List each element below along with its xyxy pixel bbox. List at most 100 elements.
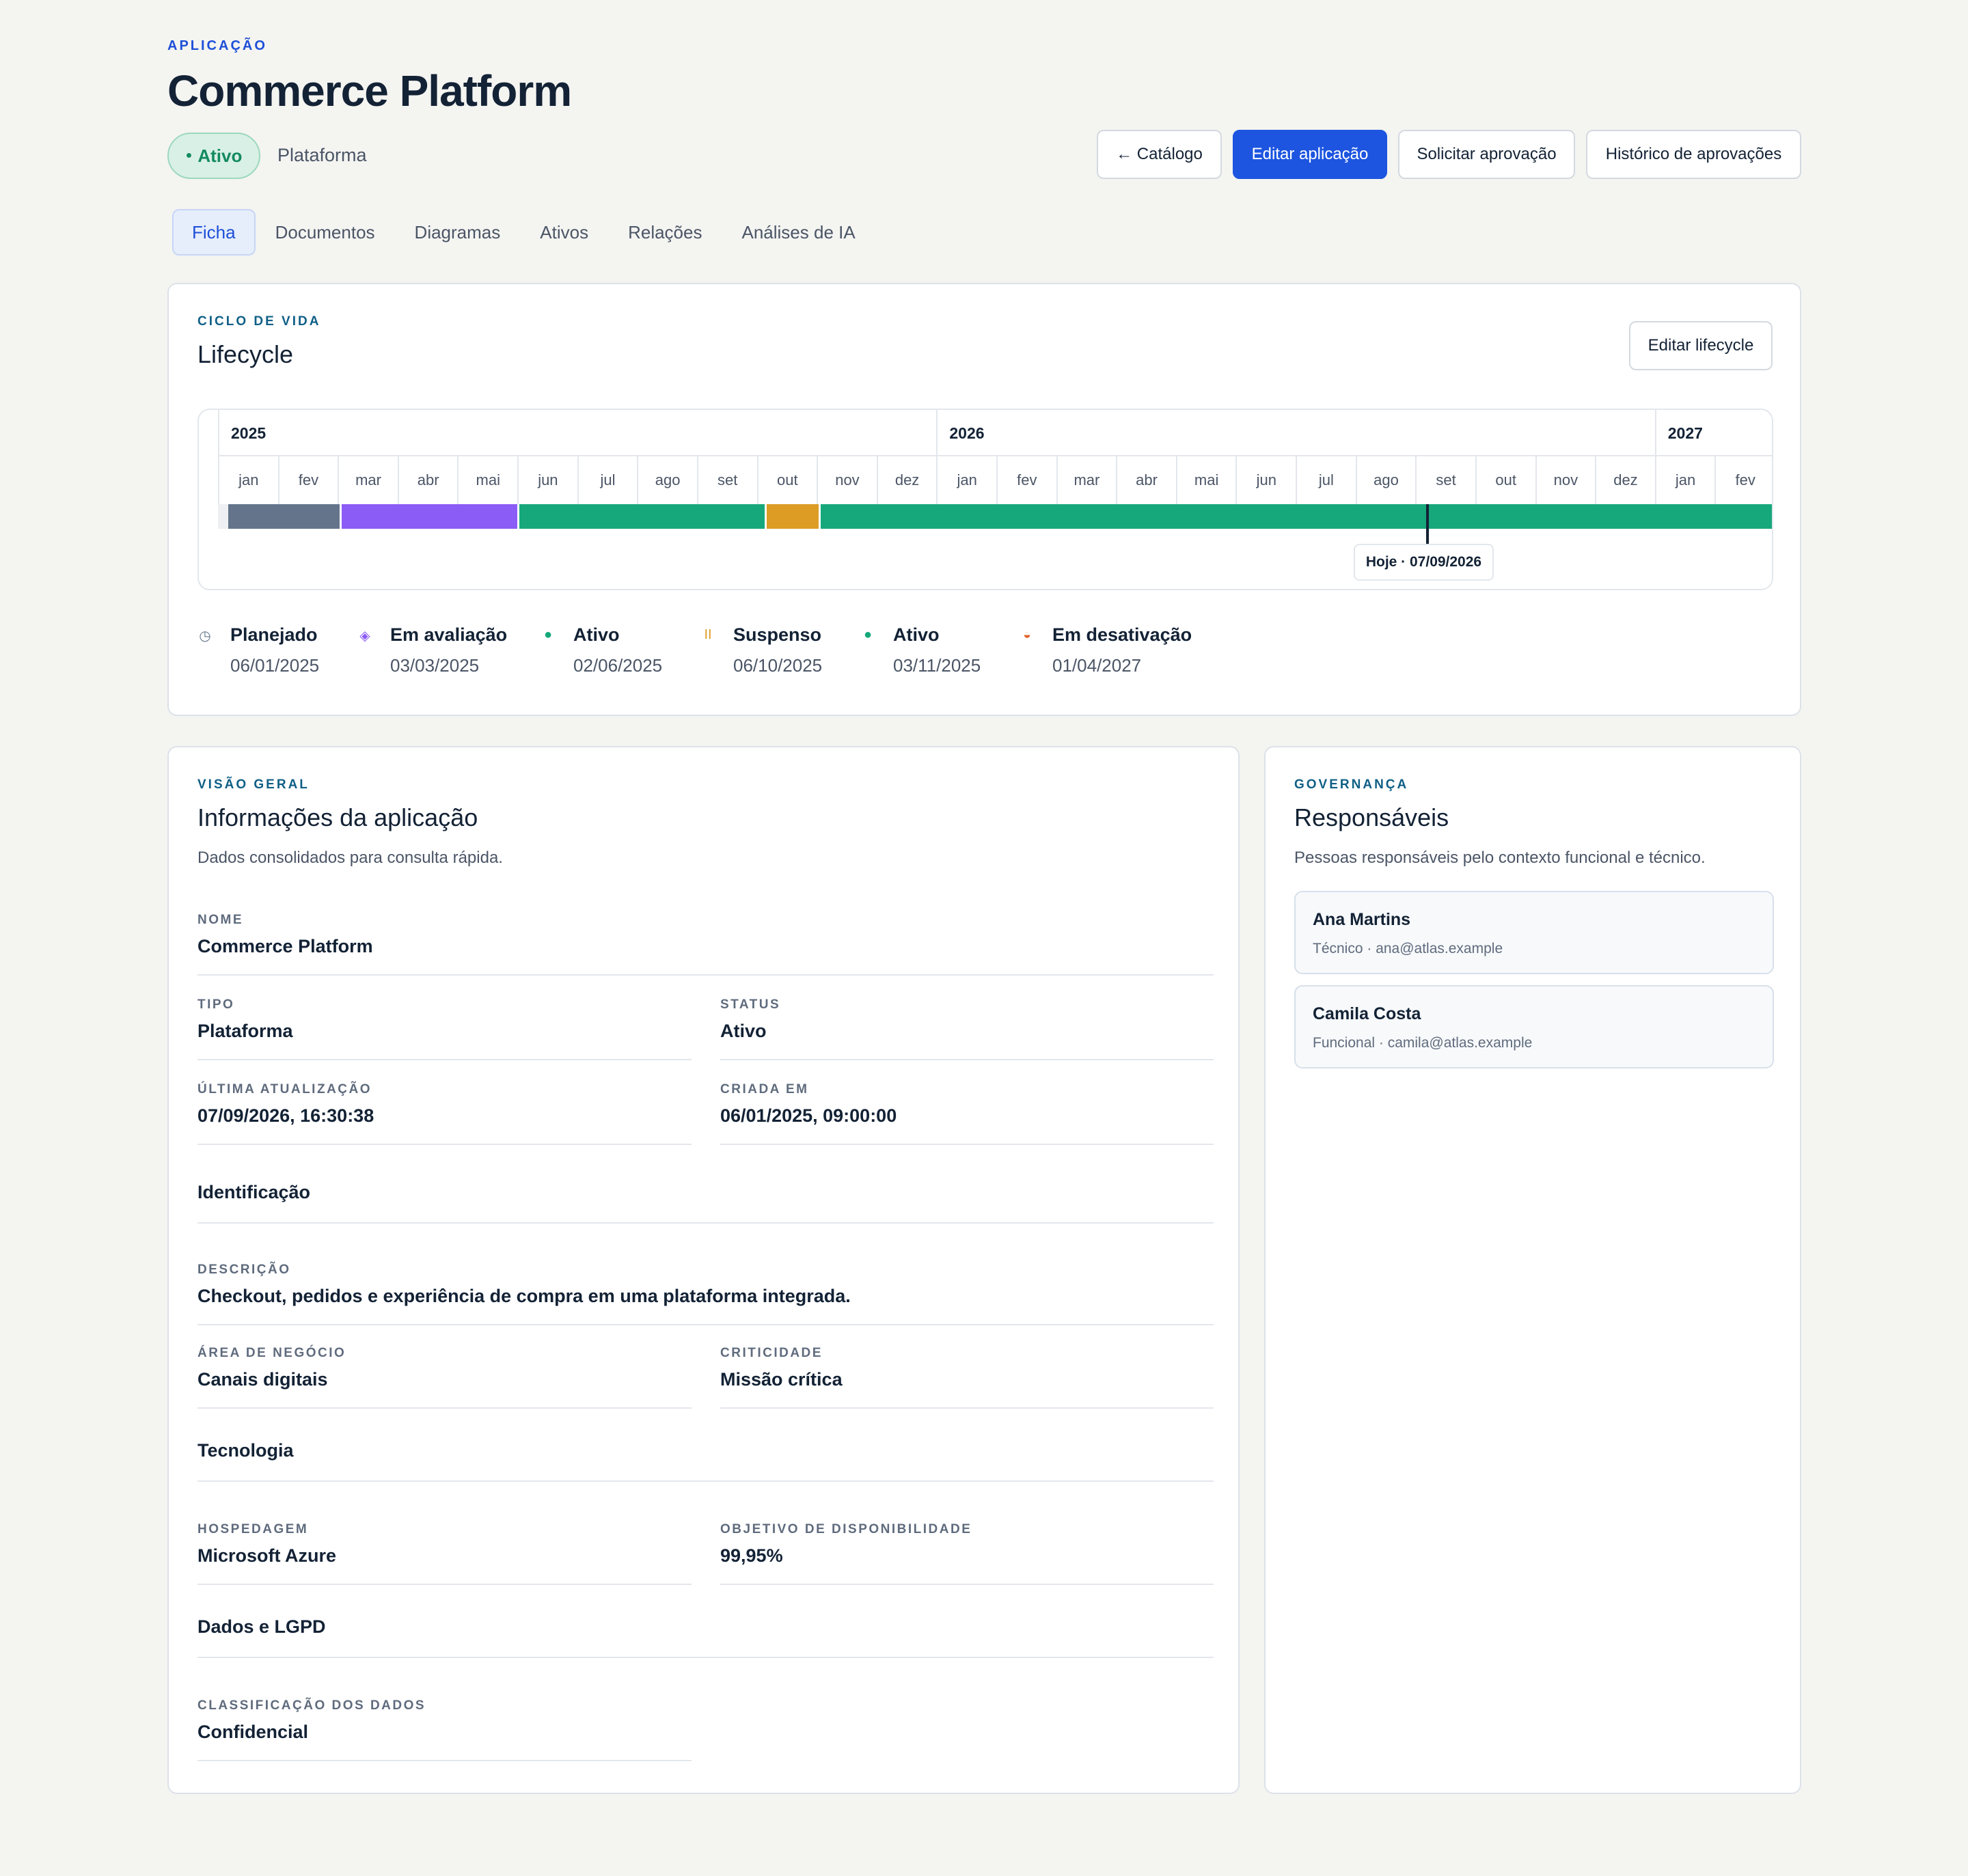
timeline-month: abr [1116,456,1176,504]
field-label: HOSPEDAGEM [197,1522,309,1536]
approval-history-button[interactable]: Histórico de aprovações [1586,130,1801,179]
timeline-month: ago [1355,456,1416,504]
edit-lifecycle-button[interactable]: Editar lifecycle [1629,321,1773,370]
milestone-date: 06/01/2025 [230,655,320,676]
person-name: Camila Costa [1313,1004,1421,1023]
timeline-segment[interactable] [767,504,821,529]
timeline-month: set [1415,456,1475,504]
today-marker [1425,504,1429,545]
app-type-label: Plataforma [277,145,367,165]
milestone-item: ● Ativo 02/06/2025 [541,624,700,676]
today-label: Hoje · 07/09/2026 [1353,544,1494,581]
timeline-month: nov [1535,456,1596,504]
milestone-label: Em avaliação [390,624,508,645]
field-label: TIPO [197,997,235,1012]
section-tecnologia: Tecnologia [197,1440,1214,1482]
tab-documentos[interactable]: Documentos [275,221,375,243]
timeline-month: jul [577,456,638,504]
timeline-bar [218,504,1772,529]
lifecycle-timeline: 2025 2026 2027 jan fev mar abr mai jun jul ago set… [197,409,1773,590]
overview-subtitle: Dados consolidados para consulta rápida. [197,849,503,867]
field-value: Ativo [720,1021,767,1041]
milestone-date: 03/11/2025 [893,655,981,676]
governance-card: GOVERNANÇA Responsáveis Pessoas responsá… [1264,746,1801,1794]
field-label: DESCRIÇÃO [197,1263,291,1277]
person-name: Ana Martins [1313,910,1411,929]
tab-ficha[interactable]: Ficha [172,209,256,256]
milestone-label: Ativo [573,624,620,645]
field-criada-em: CRIADA EM 06/01/2025, 09:00:00 [720,1082,1214,1145]
milestone-label: Planejado [230,624,318,645]
timeline-month: jan [936,456,996,504]
field-label: STATUS [720,997,781,1012]
field-value: Microsoft Azure [197,1545,337,1566]
timeline-year: 2026 [936,410,1654,456]
status-dot-icon: ● [185,150,193,161]
field-label: ÚLTIMA ATUALIZAÇÃO [197,1082,372,1096]
field-hospedagem: HOSPEDAGEM Microsoft Azure [197,1522,692,1585]
person-card[interactable]: Ana Martins Técnico · ana@atlas.example [1294,891,1774,974]
timeline-month: fev [1714,456,1772,504]
field-descricao: DESCRIÇÃO Checkout, pedidos e experiênci… [197,1263,1214,1325]
person-role: Funcional · camila@atlas.example [1313,1035,1533,1051]
field-value: Confidencial [197,1722,309,1742]
edit-application-button[interactable]: Editar aplicação [1233,130,1387,179]
milestone-label: Suspenso [733,624,822,645]
field-tipo: TIPO Plataforma [197,997,692,1060]
timeline-year: 2027 [1654,410,1772,456]
request-approval-button[interactable]: Solicitar aprovação [1398,130,1575,179]
tab-bar: Ficha Documentos Diagramas Ativos Relaçõ… [172,209,875,256]
field-nome: NOME Commerce Platform [197,913,1214,976]
timeline-segment[interactable] [342,504,519,529]
timeline-month: fev [277,456,338,504]
status-badge: ● Ativo [167,133,260,179]
lifecycle-eyebrow: CICLO DE VIDA [197,314,321,329]
milestone-date: 03/03/2025 [390,655,480,676]
half-circle-icon: ◒ [1022,627,1032,642]
timeline-month: abr [397,456,458,504]
field-criticidade: CRITICIDADE Missão crítica [720,1346,1214,1409]
timeline-month: out [1475,456,1535,504]
milestone-date: 06/10/2025 [733,655,823,676]
timeline-segment[interactable] [228,504,342,529]
tab-analises-ia[interactable]: Análises de IA [741,221,856,243]
field-area-negocio: ÁREA DE NEGÓCIO Canais digitais [197,1346,692,1409]
timeline-segment[interactable] [519,504,767,529]
timeline-month: out [756,456,817,504]
field-value: 99,95% [720,1545,783,1566]
tab-diagramas[interactable]: Diagramas [414,221,501,243]
field-label: CRIADA EM [720,1082,809,1096]
milestone-label: Ativo [893,624,940,645]
field-value: Checkout, pedidos e experiência de compr… [197,1286,851,1306]
timeline-month: fev [996,456,1056,504]
milestone-item: ◷ Planejado 06/01/2025 [197,624,357,676]
tab-relacoes[interactable]: Relações [628,221,702,243]
timeline-month: mar [1056,456,1117,504]
section-identificacao: Identificação [197,1182,1214,1224]
timeline-years: 2025 2026 2027 [218,410,1772,456]
overview-eyebrow: VISÃO GERAL [197,777,310,792]
timeline-month: mar [338,456,398,504]
person-role: Técnico · ana@atlas.example [1313,941,1503,956]
timeline-segment[interactable] [820,504,1772,529]
timeline-month: jan [1654,456,1715,504]
field-label: CLASSIFICAÇÃO DOS DADOS [197,1698,426,1713]
timeline-month: jan [218,456,278,504]
clock-icon: ◷ [199,629,211,644]
milestone-label: Em desativação [1052,624,1192,645]
person-card[interactable]: Camila Costa Funcional · camila@atlas.ex… [1294,985,1774,1068]
timeline-month: jun [1235,456,1296,504]
lifecycle-card: CICLO DE VIDA Lifecycle Editar lifecycle… [167,283,1801,716]
timeline-month: set [696,456,757,504]
dot-icon: ● [543,627,553,642]
overview-card: VISÃO GERAL Informações da aplicação Dad… [167,746,1240,1794]
field-label: NOME [197,913,243,927]
lifecycle-milestones: ◷ Planejado 06/01/2025 ◈ Em avaliação 03/03/2… [197,624,1192,676]
timeline-month: nov [817,456,877,504]
timeline-year: 2025 [218,410,936,456]
milestone-item: II Suspenso 06/10/2025 [700,624,860,676]
page-title: Commerce Platform [167,66,572,115]
tab-ativos[interactable]: Ativos [540,221,589,243]
back-to-catalog-button[interactable]: ← Catálogo [1097,130,1222,179]
milestone-item: ● Ativo 03/11/2025 [860,624,1020,676]
